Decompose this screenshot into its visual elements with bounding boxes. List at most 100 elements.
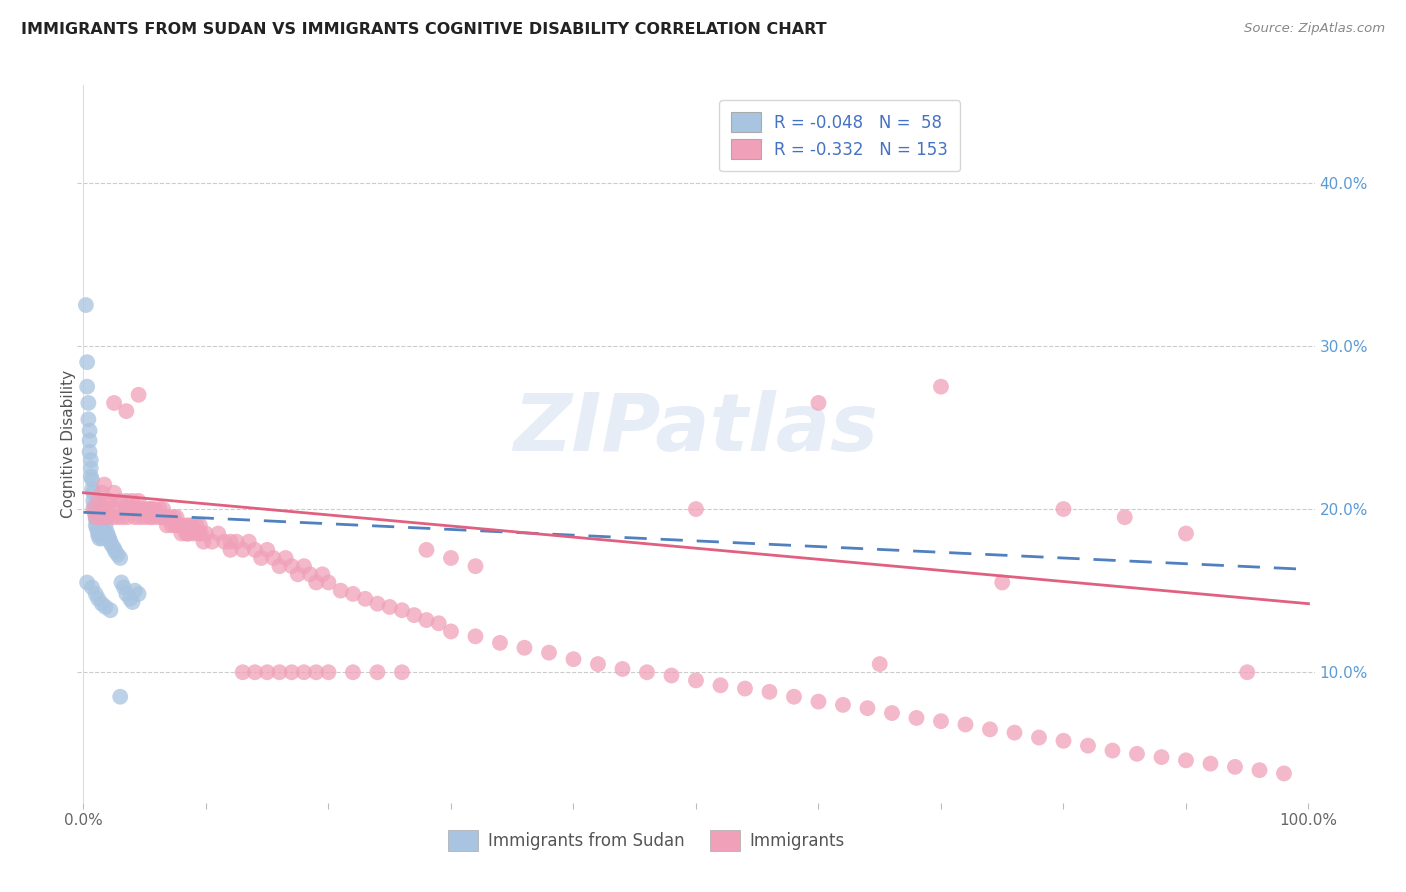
Point bbox=[1223, 760, 1246, 774]
Point bbox=[1077, 739, 1099, 753]
Point bbox=[929, 714, 952, 729]
Point bbox=[232, 665, 254, 680]
Point bbox=[378, 599, 401, 614]
Point bbox=[82, 494, 104, 508]
Point bbox=[117, 510, 139, 524]
Point bbox=[292, 559, 315, 574]
Point bbox=[318, 665, 340, 680]
Point bbox=[103, 541, 125, 556]
Point bbox=[1028, 731, 1050, 745]
Point bbox=[1199, 756, 1222, 771]
Point bbox=[96, 510, 118, 524]
Point bbox=[464, 559, 486, 574]
Point bbox=[107, 548, 129, 562]
Point bbox=[104, 502, 127, 516]
Point bbox=[128, 388, 150, 402]
Point bbox=[100, 534, 122, 549]
Point bbox=[152, 502, 174, 516]
Point bbox=[734, 681, 756, 696]
Point bbox=[173, 518, 195, 533]
Point bbox=[121, 494, 143, 508]
Point bbox=[274, 551, 297, 566]
Point bbox=[464, 629, 486, 643]
Y-axis label: Cognitive Disability: Cognitive Disability bbox=[62, 369, 76, 518]
Point bbox=[100, 603, 122, 617]
Point bbox=[87, 524, 110, 539]
Point bbox=[94, 494, 117, 508]
Point bbox=[80, 461, 103, 475]
Point bbox=[661, 668, 683, 682]
Point bbox=[318, 575, 340, 590]
Point bbox=[76, 575, 98, 590]
Point bbox=[905, 711, 928, 725]
Point bbox=[100, 494, 122, 508]
Point bbox=[1249, 763, 1271, 777]
Point bbox=[82, 485, 104, 500]
Point bbox=[124, 510, 146, 524]
Point bbox=[156, 518, 179, 533]
Point bbox=[148, 502, 170, 516]
Point bbox=[193, 534, 215, 549]
Point bbox=[440, 624, 463, 639]
Point bbox=[513, 640, 536, 655]
Point bbox=[427, 616, 450, 631]
Point bbox=[415, 542, 437, 557]
Point bbox=[128, 494, 150, 508]
Point bbox=[128, 510, 150, 524]
Point bbox=[929, 379, 952, 393]
Point bbox=[342, 587, 364, 601]
Point bbox=[86, 515, 108, 529]
Point bbox=[219, 534, 242, 549]
Point bbox=[979, 723, 1001, 737]
Point bbox=[280, 665, 302, 680]
Point bbox=[79, 424, 101, 438]
Point bbox=[269, 665, 291, 680]
Point bbox=[103, 485, 125, 500]
Point bbox=[170, 526, 193, 541]
Point bbox=[856, 701, 879, 715]
Text: Source: ZipAtlas.com: Source: ZipAtlas.com bbox=[1244, 22, 1385, 36]
Point bbox=[112, 581, 135, 595]
Point bbox=[232, 542, 254, 557]
Point bbox=[176, 518, 198, 533]
Point bbox=[94, 599, 117, 614]
Point bbox=[103, 396, 125, 410]
Point bbox=[262, 551, 284, 566]
Point bbox=[90, 510, 112, 524]
Point bbox=[82, 502, 104, 516]
Point bbox=[1126, 747, 1149, 761]
Point bbox=[94, 530, 117, 544]
Point bbox=[118, 591, 141, 606]
Point bbox=[1236, 665, 1258, 680]
Point bbox=[89, 522, 111, 536]
Point bbox=[354, 591, 377, 606]
Point bbox=[77, 396, 100, 410]
Point bbox=[269, 559, 291, 574]
Point bbox=[138, 510, 160, 524]
Point bbox=[415, 613, 437, 627]
Point bbox=[80, 453, 103, 467]
Point bbox=[166, 510, 188, 524]
Point bbox=[104, 544, 127, 558]
Point bbox=[134, 510, 156, 524]
Point bbox=[87, 591, 110, 606]
Point bbox=[1175, 753, 1198, 767]
Point bbox=[87, 528, 110, 542]
Point bbox=[83, 505, 105, 519]
Point bbox=[84, 587, 107, 601]
Point bbox=[305, 665, 328, 680]
Point bbox=[111, 510, 134, 524]
Point bbox=[586, 657, 609, 671]
Point bbox=[79, 445, 101, 459]
Point bbox=[139, 502, 162, 516]
Point bbox=[186, 518, 208, 533]
Point bbox=[108, 494, 131, 508]
Point bbox=[96, 524, 118, 539]
Point bbox=[90, 526, 112, 541]
Point bbox=[167, 518, 190, 533]
Point bbox=[89, 532, 111, 546]
Point bbox=[329, 583, 352, 598]
Point bbox=[243, 542, 266, 557]
Point bbox=[636, 665, 658, 680]
Point bbox=[194, 526, 217, 541]
